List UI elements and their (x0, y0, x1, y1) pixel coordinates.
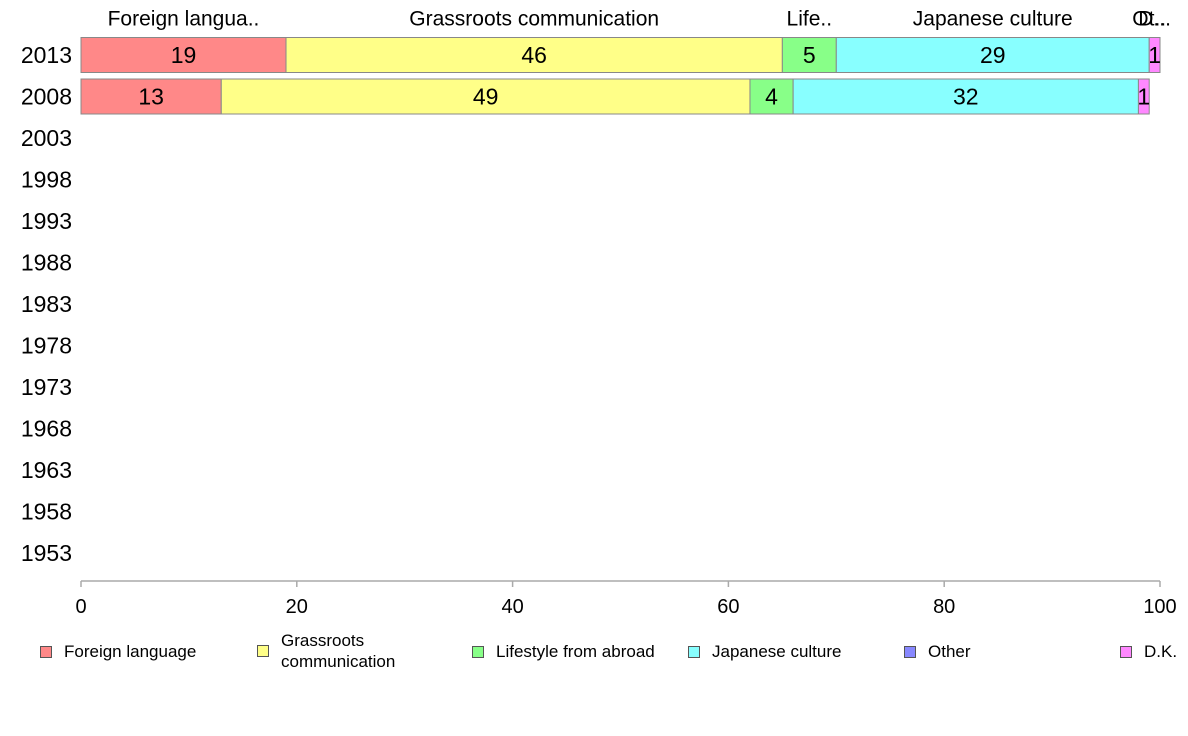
segment-label-series-0: Foreign langua.. (108, 8, 260, 31)
bar-value-label-2013-series-0: 19 (171, 42, 197, 68)
category-label-1973: 1973 (21, 374, 72, 400)
x-tick-label-20: 20 (286, 596, 308, 618)
x-tick-label-0: 0 (75, 596, 86, 618)
category-label-1958: 1958 (21, 499, 72, 525)
bar-2008-series-0 (80, 78, 222, 115)
bar-2013-series-5 (1148, 37, 1161, 73)
segment-label-series-5: D... (1138, 8, 1171, 31)
bar-value-label-2008-series-2: 4 (765, 84, 778, 110)
legend-label-3: Japanese culture (712, 642, 842, 661)
chart-legend: Foreign language Grassroots communication L… (0, 628, 1188, 678)
bar-2008-series-2 (749, 78, 794, 115)
legend-item-2: Lifestyle from abroad (472, 641, 655, 662)
bar-value-label-2008-series-3: 32 (953, 84, 979, 110)
bar-value-label-2013-series-5: 1 (1148, 42, 1161, 68)
legend-label-5: D.K. (1144, 642, 1178, 661)
category-label-1988: 1988 (21, 250, 72, 276)
legend-item-3: Japanese culture (688, 641, 841, 662)
segment-label-series-2: Life.. (787, 8, 833, 31)
bar-2008-series-1 (220, 78, 751, 115)
bar-2008-series-3 (792, 78, 1139, 115)
legend-swatch-0 (40, 645, 52, 658)
category-label-1993: 1993 (21, 208, 72, 234)
bar-value-label-2013-series-3: 29 (980, 42, 1006, 68)
legend-swatch-5 (1120, 645, 1132, 658)
bar-2013-series-1 (285, 37, 783, 73)
x-tick-label-40: 40 (501, 596, 523, 618)
legend-swatch-4 (904, 645, 916, 658)
bar-value-label-2013-series-2: 5 (803, 42, 816, 68)
legend-swatch-1 (257, 645, 269, 657)
segment-label-series-3: Japanese culture (913, 8, 1073, 31)
legend-swatch-2 (472, 645, 484, 658)
legend-item-1: Grassroots communication (257, 630, 395, 672)
category-label-1953: 1953 (21, 540, 72, 566)
category-label-1963: 1963 (21, 457, 72, 483)
bar-value-label-2013-series-1: 46 (521, 42, 547, 68)
bar-2013-series-3 (835, 37, 1150, 73)
legend-label-2: Lifestyle from abroad (496, 642, 655, 661)
x-tick-label-100: 100 (1143, 596, 1176, 618)
category-label-2013: 2013 (21, 42, 72, 68)
legend-swatch-3 (688, 645, 700, 658)
legend-item-5: D.K. (1120, 641, 1177, 662)
bar-value-label-2008-series-5: 1 (1137, 84, 1150, 110)
category-label-2008: 2008 (21, 84, 72, 110)
category-label-2003: 2003 (21, 125, 72, 151)
bar-2013-series-0 (80, 37, 287, 73)
bar-2008-series-5 (1137, 78, 1150, 115)
segment-label-series-4: Ot.. (1132, 8, 1166, 31)
legend-label-4: Other (928, 642, 971, 661)
category-label-1978: 1978 (21, 333, 72, 359)
x-tick-label-60: 60 (717, 596, 739, 618)
bar-2013-series-2 (781, 37, 837, 73)
stacked-bar-chart: 2013200820031998199319881983197819731968… (21, 8, 1177, 619)
category-label-1983: 1983 (21, 291, 72, 317)
category-label-1998: 1998 (21, 167, 72, 193)
legend-label-1: Grassroots communication (281, 631, 396, 671)
legend-label-0: Foreign language (64, 642, 197, 661)
bar-value-label-2008-series-1: 49 (473, 84, 499, 110)
x-tick-label-80: 80 (933, 596, 955, 618)
segment-label-series-1: Grassroots communication (409, 8, 659, 31)
category-label-1968: 1968 (21, 416, 72, 442)
legend-item-0: Foreign language (40, 641, 196, 662)
legend-item-4: Other (904, 641, 971, 662)
bar-value-label-2008-series-0: 13 (138, 84, 164, 110)
